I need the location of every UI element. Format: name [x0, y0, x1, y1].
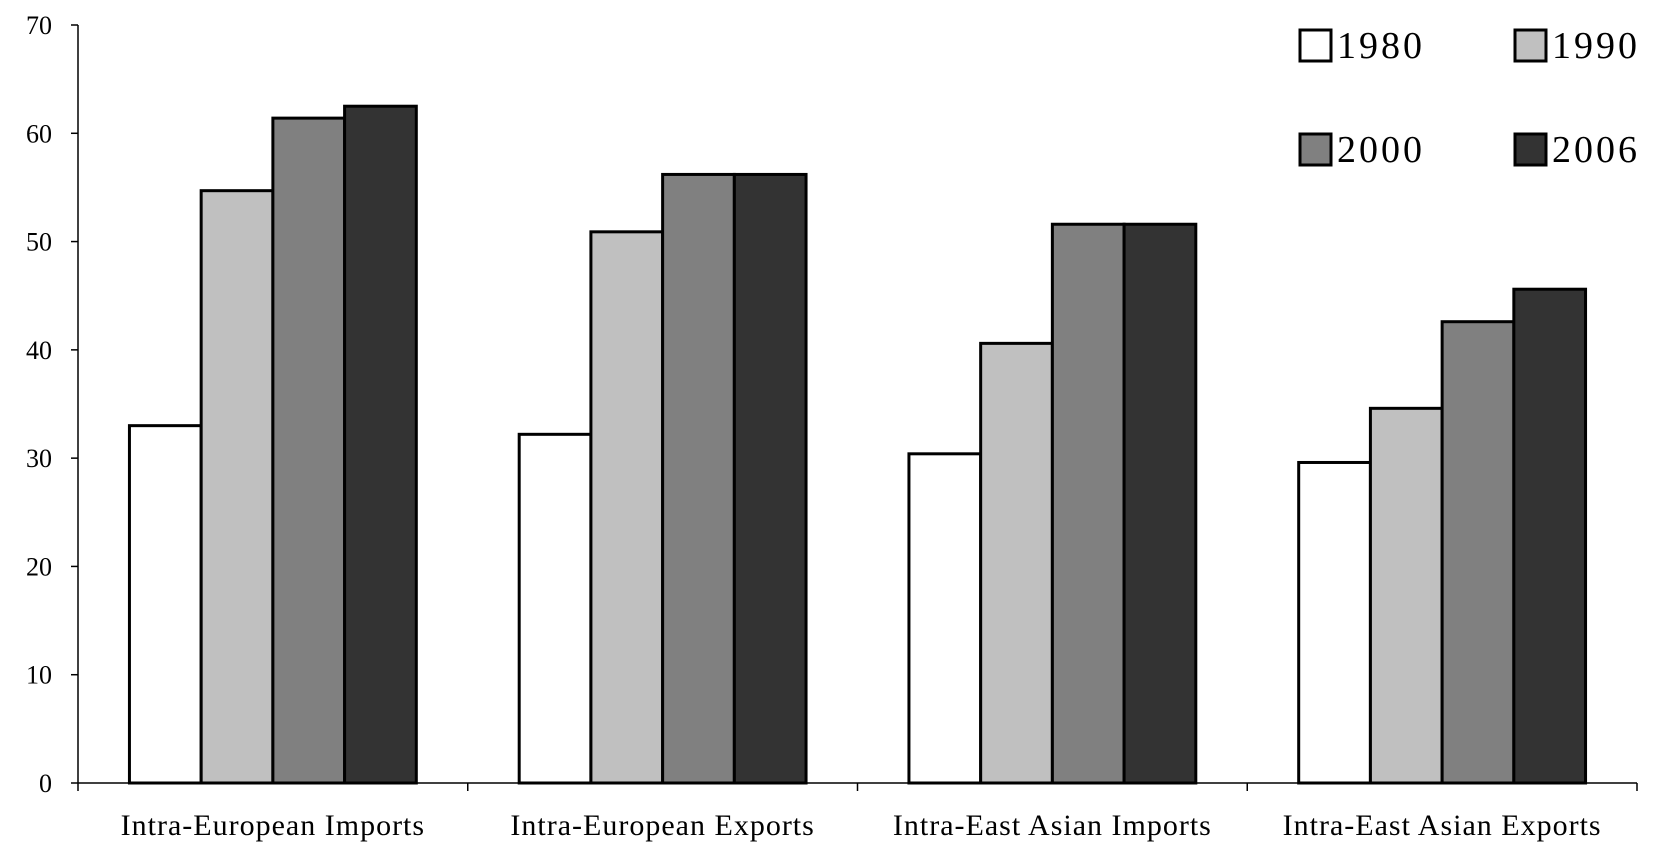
x-category-label: Intra-European Imports	[121, 809, 425, 842]
x-axis: Intra-European Imports Intra-European Exp…	[77, 782, 1638, 842]
legend-swatch-1980	[1298, 28, 1333, 63]
legend-label-2006: 2006	[1552, 129, 1640, 171]
legend: 1980 1990 2000 2006	[1298, 25, 1640, 171]
bar-2006-3	[1122, 222, 1198, 785]
bar-1990-3	[979, 341, 1054, 785]
y-tick-label: 50	[26, 228, 52, 257]
bar-1980-3	[907, 452, 983, 785]
bar-1980-2	[517, 432, 593, 785]
bar-2000-3	[1050, 222, 1126, 785]
x-category-label: Intra-European Exports	[510, 809, 814, 842]
bar-2006-4	[1512, 287, 1588, 785]
legend-swatch-1990	[1513, 28, 1548, 63]
legend-swatch-2006	[1513, 132, 1548, 167]
bar-1980-4	[1297, 460, 1372, 785]
y-tick-label: 0	[39, 769, 52, 798]
bar-1990-1	[199, 189, 275, 785]
bar-2006-2	[732, 172, 808, 785]
y-tick-label: 40	[26, 336, 52, 365]
bar-2000-1	[271, 116, 347, 785]
y-tick-label: 60	[26, 119, 52, 148]
x-category-label: Intra-East Asian Imports	[893, 809, 1212, 842]
plot-area	[127, 104, 1588, 785]
legend-label-1980: 1980	[1337, 25, 1425, 67]
legend-swatch-2000	[1298, 132, 1333, 167]
x-category-label: Intra-East Asian Exports	[1283, 809, 1602, 842]
y-tick-label: 10	[26, 661, 52, 690]
y-axis: 0 10 20 30 40 50 60 70	[26, 11, 79, 798]
bar-1990-2	[589, 230, 665, 785]
bar-1980-1	[127, 424, 203, 785]
y-tick-label: 20	[26, 552, 52, 581]
bar-2000-2	[661, 172, 736, 785]
bar-1990-4	[1368, 406, 1444, 785]
y-tick-label: 70	[26, 11, 52, 40]
legend-label-2000: 2000	[1337, 129, 1425, 171]
bar-2000-4	[1440, 320, 1516, 785]
legend-label-1990: 1990	[1552, 25, 1640, 67]
bar-2006-1	[343, 104, 418, 785]
y-tick-label: 30	[26, 444, 52, 473]
